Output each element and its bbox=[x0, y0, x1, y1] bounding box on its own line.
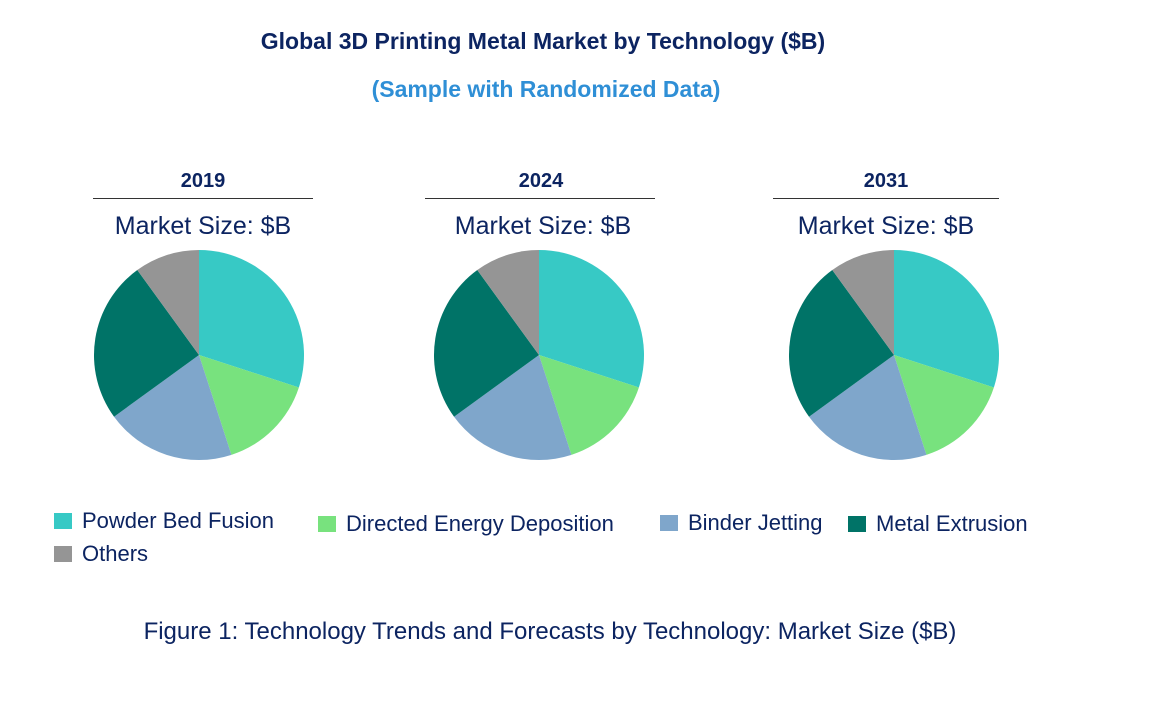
pie-slice-powder-bed-fusion bbox=[539, 250, 645, 388]
chart-subtitle: (Sample with Randomized Data) bbox=[371, 76, 721, 102]
legend-label: Powder Bed Fusion bbox=[82, 508, 274, 533]
legend-item-powder-bed-fusion: Powder Bed Fusion bbox=[54, 508, 274, 534]
pie-slice-powder-bed-fusion bbox=[199, 250, 305, 388]
legend-label: Others bbox=[82, 541, 149, 566]
pie-3-divider bbox=[773, 198, 999, 199]
pie-slice-others bbox=[137, 250, 199, 355]
legend-item-others: Others bbox=[54, 541, 148, 567]
figure-caption: Figure 1: Technology Trends and Forecast… bbox=[143, 618, 957, 645]
pie-1-year: 2019 bbox=[180, 170, 226, 192]
pie-chart-2024 bbox=[433, 250, 645, 461]
pie-slice-metal-extrusion bbox=[93, 270, 199, 417]
chart-title: Global 3D Printing Metal Market by Techn… bbox=[260, 28, 826, 54]
pie-slice-directed-energy-deposition bbox=[539, 355, 639, 455]
legend-item-metal-extrusion: Metal Extrusion bbox=[848, 511, 1028, 537]
pie-slice-others bbox=[832, 250, 894, 355]
pie-2-year: 2024 bbox=[518, 170, 564, 192]
pie-1-market-size: Market Size: $B bbox=[114, 212, 292, 240]
pie-slice-binder-jetting bbox=[114, 355, 232, 461]
pie-chart-2031 bbox=[788, 250, 1000, 461]
legend-swatch bbox=[660, 515, 678, 531]
pie-slice-binder-jetting bbox=[454, 355, 572, 461]
pie-slice-metal-extrusion bbox=[433, 270, 539, 417]
pie-2-market-size: Market Size: $B bbox=[454, 212, 632, 240]
pie-1-divider bbox=[93, 198, 313, 199]
pie-2-divider bbox=[425, 198, 655, 199]
pie-3-year: 2031 bbox=[863, 170, 909, 192]
pie-3-market-size: Market Size: $B bbox=[797, 212, 975, 240]
pie-slice-binder-jetting bbox=[809, 355, 927, 461]
pie-chart-2019 bbox=[93, 250, 305, 461]
legend-item-binder-jetting: Binder Jetting bbox=[660, 510, 823, 536]
pie-slice-others bbox=[477, 250, 539, 355]
legend-item-directed-energy-deposition: Directed Energy Deposition bbox=[318, 511, 614, 537]
legend-swatch bbox=[54, 546, 72, 562]
pie-slice-directed-energy-deposition bbox=[199, 355, 299, 455]
legend-swatch bbox=[318, 516, 336, 532]
legend-label: Binder Jetting bbox=[688, 510, 823, 535]
legend-label: Metal Extrusion bbox=[876, 511, 1028, 536]
legend-label: Directed Energy Deposition bbox=[346, 511, 614, 536]
pie-slice-metal-extrusion bbox=[788, 270, 894, 417]
pie-slice-directed-energy-deposition bbox=[894, 355, 994, 455]
legend-swatch bbox=[848, 516, 866, 532]
pie-slice-powder-bed-fusion bbox=[894, 250, 1000, 388]
legend-swatch bbox=[54, 513, 72, 529]
